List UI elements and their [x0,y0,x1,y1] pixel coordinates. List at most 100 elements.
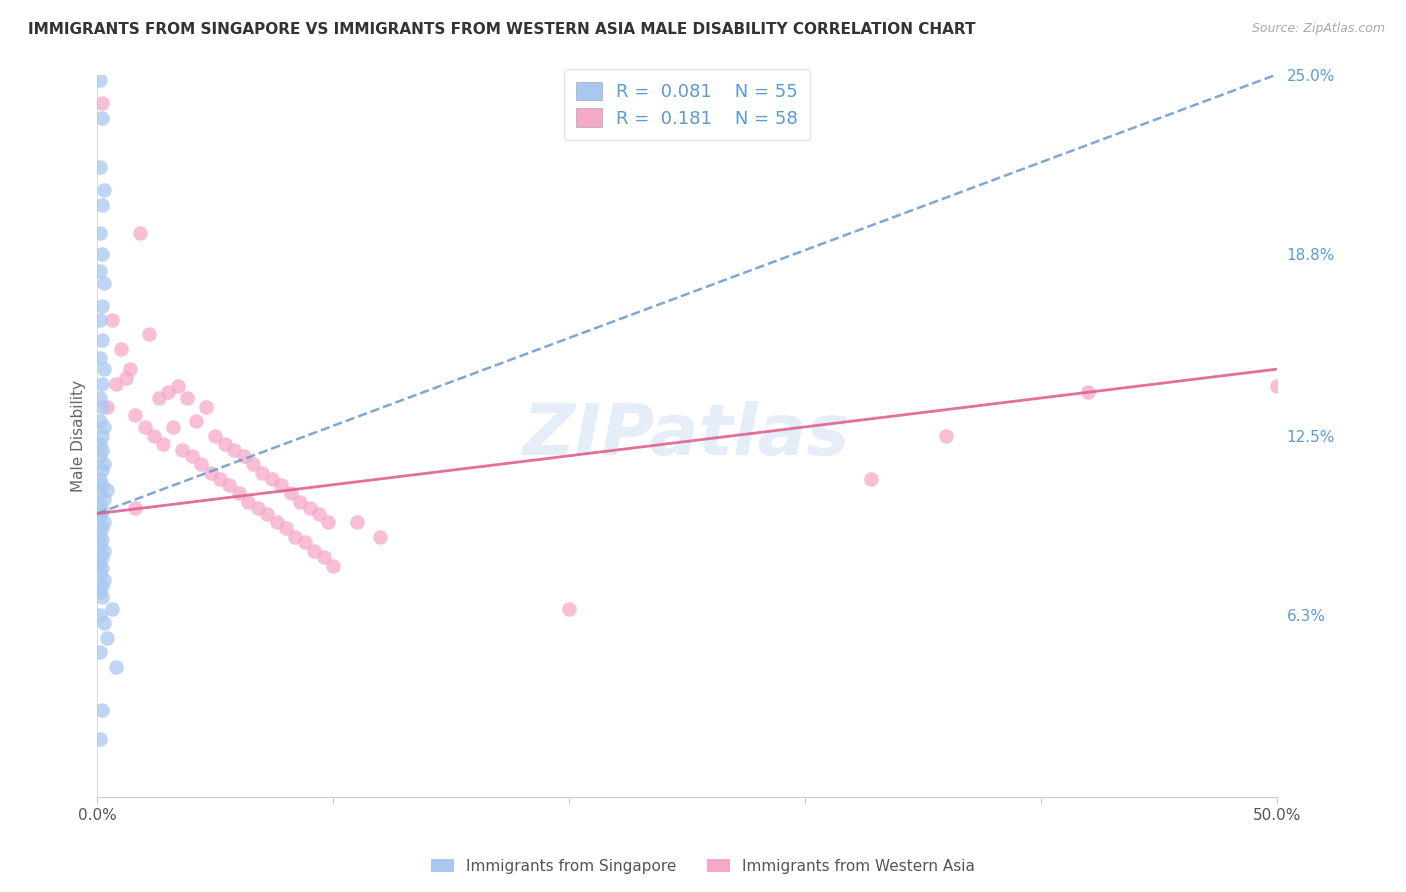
Point [266,515,288,529]
Point [91,561,114,575]
Point [96,631,118,645]
Point [89,73,111,87]
Point [143,428,166,442]
Point [270,477,292,491]
Point [91,504,114,518]
Point [89,645,111,659]
Point [238,495,260,509]
Point [89,498,111,512]
Point [194,400,217,414]
Point [91,111,114,125]
Point [93,183,115,197]
Point [110,342,132,356]
Point [308,507,330,521]
Y-axis label: Male Disability: Male Disability [72,380,86,491]
Point [89,414,111,428]
Point [96,483,118,498]
Point [105,376,128,391]
Point [242,458,264,472]
Point [228,486,250,500]
Point [89,731,111,746]
Point [93,420,115,434]
Point [89,391,111,405]
Point [89,526,111,541]
Point [89,313,111,327]
Point [89,607,111,622]
Point [91,579,114,593]
Point [166,379,188,393]
Point [93,362,115,376]
Point [91,443,114,458]
Point [91,477,114,491]
Text: IMMIGRANTS FROM SINGAPORE VS IMMIGRANTS FROM WESTERN ASIA MALE DISABILITY CORREL: IMMIGRANTS FROM SINGAPORE VS IMMIGRANTS … [28,22,976,37]
Point [91,400,114,414]
Point [89,351,111,365]
Point [93,276,115,290]
Point [89,264,111,278]
Point [89,227,111,241]
Point [89,509,111,524]
Point [89,472,111,486]
Legend: R =  0.081    N = 55, R =  0.181    N = 58: R = 0.081 N = 55, R = 0.181 N = 58 [564,69,810,140]
Point [172,443,194,458]
Point [91,463,114,477]
Point [91,703,114,717]
Point [214,437,236,451]
Point [318,515,340,529]
Point [91,428,114,442]
Text: ZIPatlas: ZIPatlas [523,401,851,470]
Point [91,376,114,391]
Point [190,458,212,472]
Point [91,549,114,564]
Point [134,420,156,434]
Text: Source: ZipAtlas.com: Source: ZipAtlas.com [1251,22,1385,36]
Point [91,96,114,111]
Point [1265,379,1288,393]
Point [96,400,118,414]
Point [260,472,283,486]
Point [138,327,160,342]
Point [162,420,184,434]
Point [89,556,111,570]
Point [89,437,111,451]
Point [176,391,198,405]
Point [89,567,111,582]
Point [93,492,115,507]
Point [89,160,111,174]
Point [100,602,122,616]
Point [1077,385,1099,400]
Point [370,530,392,544]
Point [152,437,174,451]
Point [148,391,170,405]
Point [91,521,114,535]
Point [186,414,208,428]
Point [89,449,111,463]
Point [218,477,240,491]
Point [284,530,307,544]
Point [120,362,142,376]
Point [89,486,111,500]
Point [935,428,957,442]
Point [93,544,115,558]
Point [280,486,302,500]
Point [93,616,115,631]
Point [208,472,231,486]
Point [346,515,368,529]
Point [180,449,202,463]
Point [558,602,581,616]
Point [89,584,111,599]
Point [91,246,114,260]
Point [91,197,114,211]
Point [100,313,122,327]
Point [200,466,222,480]
Point [93,515,115,529]
Point [157,385,180,400]
Point [124,409,146,423]
Point [124,500,146,515]
Point [312,549,335,564]
Legend: Immigrants from Singapore, Immigrants from Western Asia: Immigrants from Singapore, Immigrants fr… [425,853,981,880]
Point [128,227,150,241]
Point [256,507,278,521]
Point [274,521,297,535]
Point [91,299,114,313]
